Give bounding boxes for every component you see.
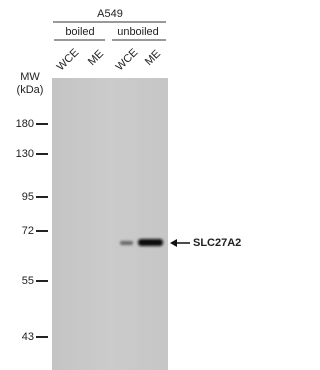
mw-marker: 43	[22, 331, 34, 343]
lane-label: ME	[86, 48, 106, 68]
mw-marker: 180	[16, 118, 34, 130]
band-faint	[120, 241, 133, 245]
mw-marker: 95	[22, 191, 34, 203]
gel-membrane	[52, 78, 168, 370]
mw-label: (kDa)	[17, 84, 44, 96]
band-strong	[138, 239, 163, 246]
cell-line: A549	[97, 8, 123, 20]
mw-label: MW	[20, 71, 40, 83]
lane-label: WCE	[114, 47, 141, 74]
lane-label: WCE	[55, 47, 82, 74]
mw-marker: 72	[22, 225, 34, 237]
group-label: unboiled	[117, 26, 159, 38]
group-label: boiled	[65, 26, 94, 38]
mw-markers: 180 130 95 72 55 43	[16, 118, 48, 343]
blot-figure: A549 boiled unboiled WCE ME WCE ME MW (k…	[0, 0, 252, 370]
lane-label: ME	[143, 48, 163, 68]
mw-marker: 130	[16, 148, 34, 160]
arrow-head	[170, 239, 177, 247]
band-label: SLC27A2	[193, 237, 241, 249]
mw-marker: 55	[22, 275, 34, 287]
